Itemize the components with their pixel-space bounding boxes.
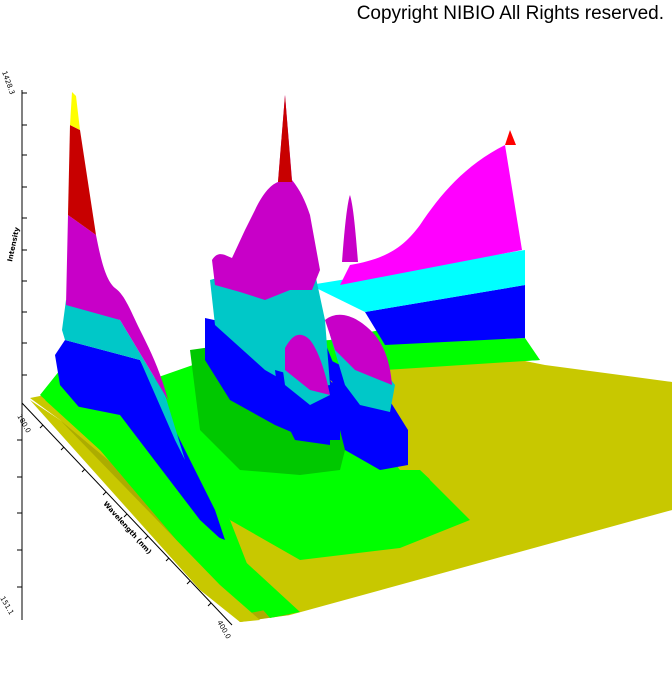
left-peak-red: [68, 125, 96, 235]
z-axis-title: Intensity: [6, 226, 21, 262]
z-axis-max-label: 1428.3: [0, 70, 16, 96]
copyright-notice: Copyright NIBIO All Rights reserved.: [356, 3, 664, 24]
left-peak-cyan: [62, 300, 185, 460]
small-peak-magenta: [342, 195, 358, 262]
left-peak-magenta: [66, 215, 168, 400]
hump-magenta: [325, 314, 392, 385]
front-green-stripe: [45, 400, 300, 618]
right-plateau-yellow: [360, 360, 672, 545]
x-axis-start-label: 180.0: [15, 413, 32, 434]
right-peak-red: [505, 130, 516, 145]
right-plateau-magenta: [340, 145, 522, 285]
small-hump-magenta: [285, 334, 330, 395]
left-peak-blue: [55, 340, 225, 540]
right-plateau-blue: [365, 285, 525, 345]
y-axis-end-label: 151.1: [0, 595, 15, 616]
left-peak-yellow: [70, 92, 80, 130]
middle-peak-red: [278, 95, 292, 182]
y-axis-ticks: [17, 439, 22, 588]
small-hump-blue: [275, 370, 330, 445]
right-plateau-cyan: [310, 250, 525, 312]
right-plateau-green: [385, 338, 540, 370]
z-axis-ticks: [22, 92, 27, 376]
middle-cluster-magenta: [212, 95, 320, 300]
x-axis-ticks: [39, 424, 212, 607]
front-yellow-stripe: [30, 400, 260, 622]
